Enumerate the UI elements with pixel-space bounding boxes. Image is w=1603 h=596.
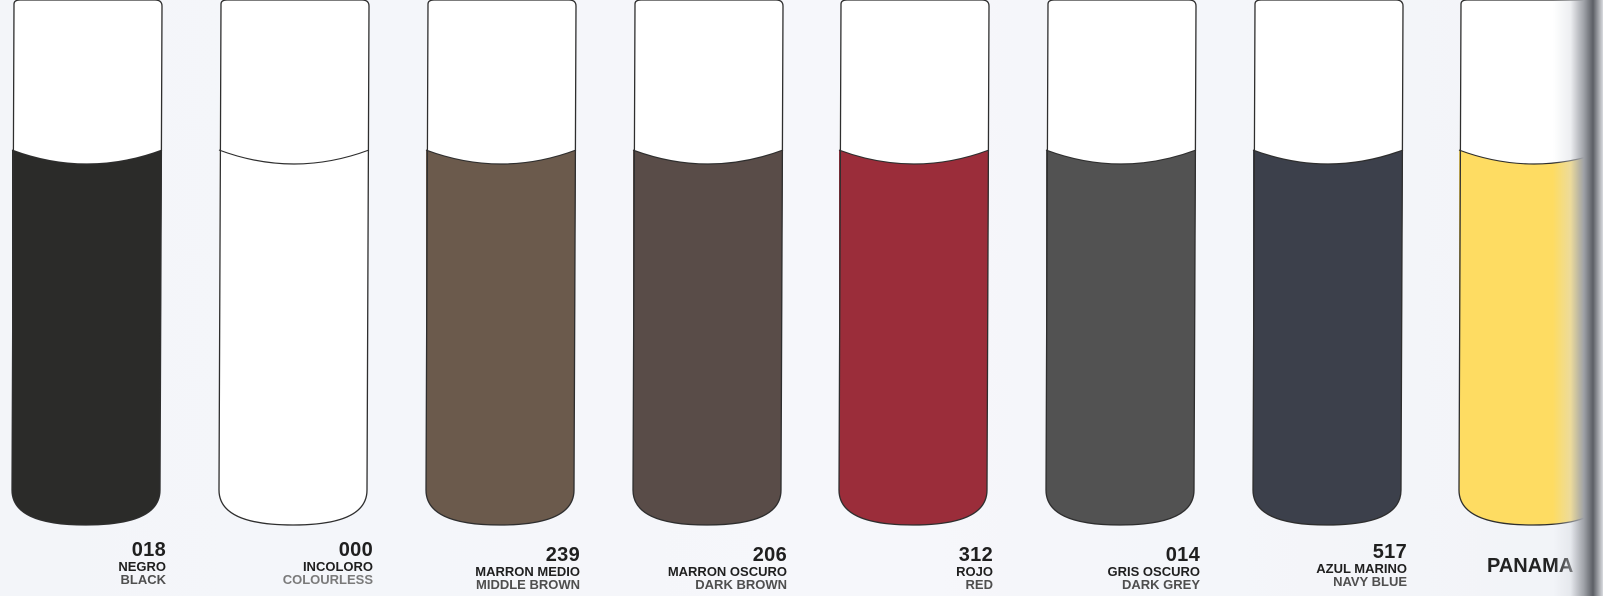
tube-fill [839, 150, 989, 525]
tube-meniscus [218, 149, 370, 165]
tube-empty-area [839, 0, 989, 164]
tube-meniscus [632, 149, 784, 165]
swatch-name-es: GRIS OSCURO [1107, 564, 1200, 579]
tube-empty-area [219, 0, 369, 164]
swatch-label: 000 INCOLORO COLOURLESS [283, 540, 373, 586]
swatch-label: 517 AZUL MARINO NAVY BLUE [1316, 542, 1407, 588]
swatch-label: 239 MARRON MEDIO MIDDLE BROWN [475, 545, 580, 591]
tube-meniscus [1045, 149, 1197, 165]
swatch-name-en: MIDDLE BROWN [476, 577, 580, 592]
swatch-tube [1458, 0, 1603, 526]
tube-empty-area [12, 0, 162, 164]
swatch-tube [632, 0, 784, 526]
swatch-name-en: NAVY BLUE [1333, 574, 1407, 589]
swatch-206-dark-brown[interactable]: 206 MARRON OSCURO DARK BROWN [631, 0, 801, 596]
swatch-code: 206 [752, 544, 787, 566]
tube-outline [11, 0, 163, 526]
swatch-label: PANAMA [1487, 556, 1573, 576]
swatch-name-en: COLOURLESS [282, 572, 373, 587]
swatch-panama-yellow[interactable]: PANAMA [1457, 0, 1603, 596]
tube-meniscus [11, 149, 163, 165]
swatch-014-dark-grey[interactable]: 014 GRIS OSCURO DARK GREY [1044, 0, 1214, 596]
tube-empty-area [426, 0, 576, 164]
tube-outline [632, 0, 784, 526]
tube-empty-area [1253, 0, 1403, 164]
tube-empty-area [633, 0, 783, 164]
swatch-name-es: ROJO [956, 564, 993, 579]
swatch-name-es: PANAMA [1487, 555, 1574, 577]
swatch-tube [838, 0, 990, 526]
swatch-label: 014 GRIS OSCURO DARK GREY [1108, 545, 1200, 591]
swatch-239-middle-brown[interactable]: 239 MARRON MEDIO MIDDLE BROWN [424, 0, 594, 596]
tube-fill [426, 150, 576, 525]
swatch-name-es: INCOLORO [302, 559, 373, 574]
swatch-code: 018 [131, 539, 166, 561]
swatch-name-es: MARRON MEDIO [475, 564, 580, 579]
tube-outline [1252, 0, 1404, 526]
tube-outline [425, 0, 577, 526]
tube-fill [1253, 150, 1403, 525]
swatch-tube [1252, 0, 1404, 526]
swatch-name-es: MARRON OSCURO [667, 564, 787, 579]
swatch-label: 018 NEGRO BLACK [118, 540, 166, 586]
tube-meniscus [1252, 149, 1404, 165]
swatch-name-en: DARK BROWN [695, 577, 787, 592]
tube-empty-area [1459, 0, 1603, 164]
swatch-tube [1045, 0, 1197, 526]
swatch-name-en: DARK GREY [1121, 577, 1200, 592]
tube-outline [218, 0, 370, 526]
tube-fill [1459, 150, 1603, 525]
tube-meniscus [425, 149, 577, 165]
tube-outline [1458, 0, 1603, 526]
tube-fill [1046, 150, 1196, 525]
swatch-label: 312 ROJO RED [956, 545, 993, 591]
tube-outline [1045, 0, 1197, 526]
swatch-name-es: AZUL MARINO [1316, 561, 1407, 576]
swatch-name-es: NEGRO [118, 559, 166, 574]
swatch-517-navy-blue[interactable]: 517 AZUL MARINO NAVY BLUE [1251, 0, 1421, 596]
swatch-tube [11, 0, 163, 526]
tube-empty-area [1046, 0, 1196, 164]
tube-meniscus [838, 149, 990, 165]
tube-fill [633, 150, 783, 525]
swatch-code: 239 [545, 544, 580, 566]
swatch-code: 000 [338, 539, 373, 561]
swatch-018-black[interactable]: 018 NEGRO BLACK [10, 0, 180, 596]
tube-outline [838, 0, 990, 526]
swatch-code: 312 [958, 544, 993, 566]
swatch-312-red[interactable]: 312 ROJO RED [837, 0, 1007, 596]
swatch-name-en: RED [965, 577, 993, 592]
swatch-name-en: BLACK [120, 572, 167, 587]
swatch-000-colourless[interactable]: 000 INCOLORO COLOURLESS [217, 0, 387, 596]
swatch-label: 206 MARRON OSCURO DARK BROWN [668, 545, 787, 591]
swatch-tube [425, 0, 577, 526]
swatch-code: 014 [1165, 544, 1200, 566]
tube-fill [219, 150, 369, 525]
tube-fill [12, 150, 162, 525]
swatch-tube [218, 0, 370, 526]
swatch-code: 517 [1372, 541, 1407, 563]
